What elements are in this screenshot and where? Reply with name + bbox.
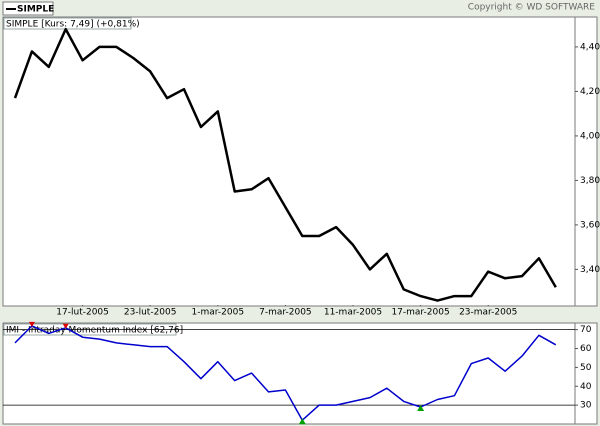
y-tick-label: 3,40	[580, 265, 600, 275]
data-line	[14, 325, 557, 421]
x-tick-label: 1-mar-2005	[192, 308, 245, 318]
x-tick-label: 17-lut-2005	[56, 308, 109, 318]
data-line	[13, 27, 557, 302]
x-tick-label: 23-lut-2005	[124, 308, 177, 318]
sell-marker	[28, 321, 35, 327]
y-tick-label: 40	[580, 382, 592, 392]
y-tick-label: 50	[580, 363, 592, 373]
y-tick-label: 3,60	[580, 220, 600, 230]
buy-marker	[298, 418, 306, 425]
buy-marker	[417, 405, 425, 412]
chart-title: IMI - Intraday Momentum Index [62,76]	[6, 326, 183, 336]
title-box	[3, 17, 132, 30]
y-tick-label: 4,20	[580, 87, 600, 97]
y-tick-label: 60	[580, 344, 592, 354]
x-tick-label: 23-mar-2005	[459, 308, 517, 318]
copyright: Copyright © WD SOFTWARE	[468, 3, 596, 13]
x-tick-label: 7-mar-2005	[259, 308, 312, 318]
y-tick-label: 4,00	[580, 131, 600, 141]
x-tick-label: 11-mar-2005	[324, 308, 382, 318]
y-tick-label: 4,40	[580, 42, 600, 52]
y-tick-label: 70	[580, 325, 592, 335]
x-tick-label: 17-mar-2005	[391, 308, 449, 318]
price-panel	[2, 16, 598, 307]
legend-box	[2, 1, 54, 16]
legend-label: SIMPLE	[17, 5, 54, 15]
y-tick-label: 30	[580, 401, 592, 411]
sell-marker	[62, 323, 69, 329]
chart-title: SIMPLE [Kurs: 7,49] (+0,81%)	[6, 20, 140, 30]
y-tick-label: 3,80	[580, 176, 600, 186]
